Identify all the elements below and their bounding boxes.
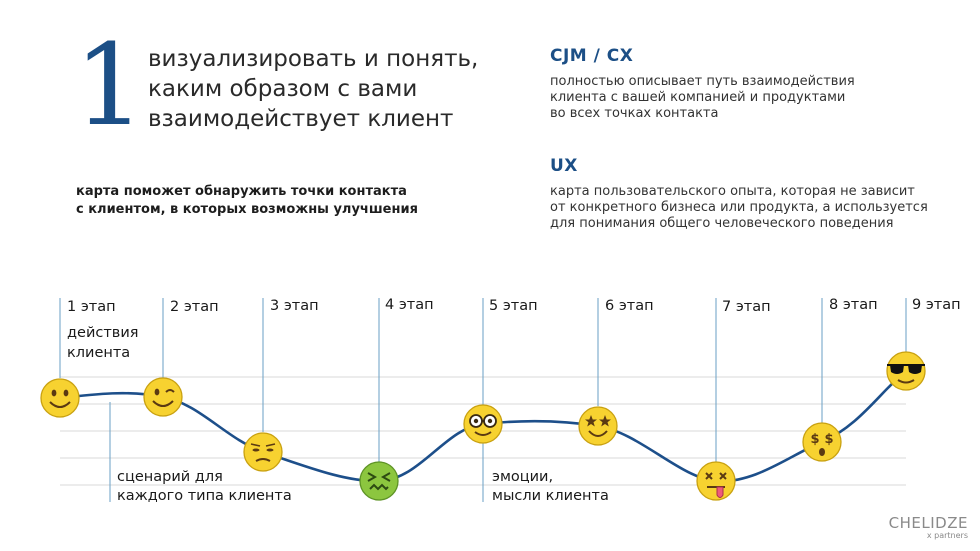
brand-logo: CHELIDZE x partners [889, 514, 968, 540]
stage-label: 1 этап [67, 299, 116, 315]
stage-label: 7 этап [722, 299, 771, 315]
scenario-label: каждого типа клиента [117, 488, 292, 504]
step-number: 1 [74, 21, 146, 151]
ux-description-line: для понимания общего человеческого повед… [550, 216, 894, 231]
cjm-description-line: полностью описывает путь взаимодействия [550, 74, 855, 89]
emotions-label: эмоции, [492, 469, 553, 485]
scenario-label: сценарий для [117, 469, 223, 485]
stage-labels: 1 этап 2 этап 3 этап 4 этап 5 этап 6 эта… [67, 297, 961, 315]
map-note-line: карта поможет обнаружить точки контакта [76, 184, 407, 199]
map-note: карта поможет обнаружить точки контакта … [76, 183, 456, 219]
headline-line: визуализировать и понять, [148, 46, 479, 72]
star-eyes-icon [578, 406, 618, 446]
headline: визуализировать и понять, каким образом … [148, 44, 508, 134]
headline-line: взаимодействует клиент [148, 106, 454, 132]
stage-label: 9 этап [912, 297, 961, 313]
ux-title: UX [550, 156, 578, 176]
brand-logo-sub: x partners [926, 531, 968, 540]
svg-text:$: $ [810, 432, 819, 447]
cjm-description-line: клиента с вашей компанией и продуктами [550, 90, 846, 105]
headline-line: каким образом с вами [148, 76, 418, 102]
money-eyes-icon: $ $ [802, 422, 842, 462]
ux-description: карта пользовательского опыта, которая н… [550, 184, 950, 232]
unamused-icon [243, 432, 283, 472]
nerd-icon [463, 404, 503, 444]
map-note-line: с клиентом, в которых возможны улучшения [76, 202, 418, 217]
stage-label: 2 этап [170, 299, 219, 315]
ux-description-line: карта пользовательского опыта, которая н… [550, 184, 915, 199]
annotations: действия клиента сценарий для каждого ти… [67, 325, 609, 504]
cjm-description: полностью описывает путь взаимодействия … [550, 74, 950, 122]
actions-label: клиента [67, 345, 130, 361]
brand-logo-main: CHELIDZE [888, 514, 968, 532]
wink-icon [143, 377, 183, 417]
stage-dividers [59, 298, 907, 502]
stage-label: 5 этап [489, 298, 538, 314]
stage-label: 3 этап [270, 298, 319, 314]
svg-text:$: $ [824, 432, 833, 447]
emotions-label: мысли клиента [492, 488, 609, 504]
sunglasses-icon [886, 351, 926, 391]
confounded-icon [359, 461, 399, 501]
stage-label: 6 этап [605, 298, 654, 314]
cjm-title: CJM / CX [550, 46, 634, 66]
smile-icon [40, 378, 80, 418]
stage-label: 4 этап [385, 297, 434, 313]
stage-label: 8 этап [829, 297, 878, 313]
actions-label: действия [67, 325, 138, 341]
ux-description-line: от конкретного бизнеса или продукта, а и… [550, 200, 928, 215]
cjm-description-line: во всех точках контакта [550, 106, 719, 121]
dizzy-tongue-icon [696, 461, 736, 501]
